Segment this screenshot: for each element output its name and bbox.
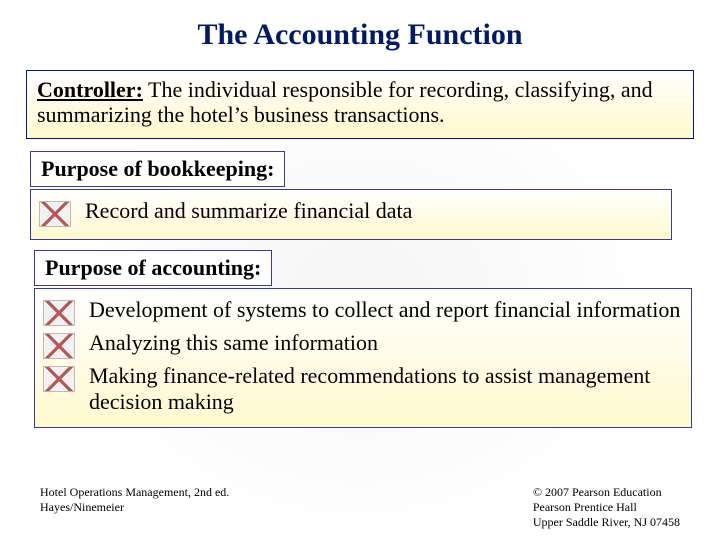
bullet-text: Development of systems to collect and re… <box>89 297 683 323</box>
bookkeeping-header: Purpose of bookkeeping: <box>30 151 285 187</box>
bullet-text: Making finance-related recommendations t… <box>89 363 683 415</box>
bullet-text: Analyzing this same information <box>89 330 683 356</box>
slide: The Accounting Function Controller: The … <box>0 0 720 540</box>
definition-block: Controller: The individual responsible f… <box>26 70 694 139</box>
slide-footer: Hotel Operations Management, 2nd ed. Hay… <box>0 485 720 530</box>
accounting-header-row: Purpose of accounting: <box>34 250 692 286</box>
footer-left-line2: Hayes/Ninemeier <box>40 500 124 514</box>
bookkeeping-bullets: Record and summarize financial data <box>30 189 672 240</box>
list-item: Analyzing this same information <box>43 328 683 361</box>
footer-right: © 2007 Pearson Education Pearson Prentic… <box>533 485 680 530</box>
list-item: Record and summarize financial data <box>39 196 663 229</box>
image-placeholder-icon <box>39 201 71 227</box>
accounting-group: Purpose of accounting: Development of sy… <box>34 250 692 428</box>
image-placeholder-icon <box>43 333 75 359</box>
definition-text: Controller: The individual responsible f… <box>37 77 683 128</box>
list-item: Development of systems to collect and re… <box>43 295 683 328</box>
slide-title: The Accounting Function <box>20 18 700 52</box>
bookkeeping-group: Purpose of bookkeeping: Record and summa… <box>30 151 672 240</box>
footer-right-line2: Pearson Prentice Hall <box>533 500 637 514</box>
footer-left: Hotel Operations Management, 2nd ed. Hay… <box>40 485 229 530</box>
footer-left-line1: Hotel Operations Management, 2nd ed. <box>40 485 229 499</box>
definition-term: Controller: <box>37 77 143 102</box>
bullet-text: Record and summarize financial data <box>85 198 663 224</box>
image-placeholder-icon <box>43 300 75 326</box>
accounting-bullets: Development of systems to collect and re… <box>34 288 692 428</box>
accounting-header: Purpose of accounting: <box>34 250 272 286</box>
footer-right-line1: © 2007 Pearson Education <box>533 485 662 499</box>
list-item: Making finance-related recommendations t… <box>43 361 683 417</box>
footer-right-line3: Upper Saddle River, NJ 07458 <box>533 515 680 529</box>
image-placeholder-icon <box>43 366 75 392</box>
bookkeeping-list: Record and summarize financial data <box>39 196 663 229</box>
bookkeeping-header-row: Purpose of bookkeeping: <box>30 151 672 187</box>
accounting-list: Development of systems to collect and re… <box>43 295 683 417</box>
